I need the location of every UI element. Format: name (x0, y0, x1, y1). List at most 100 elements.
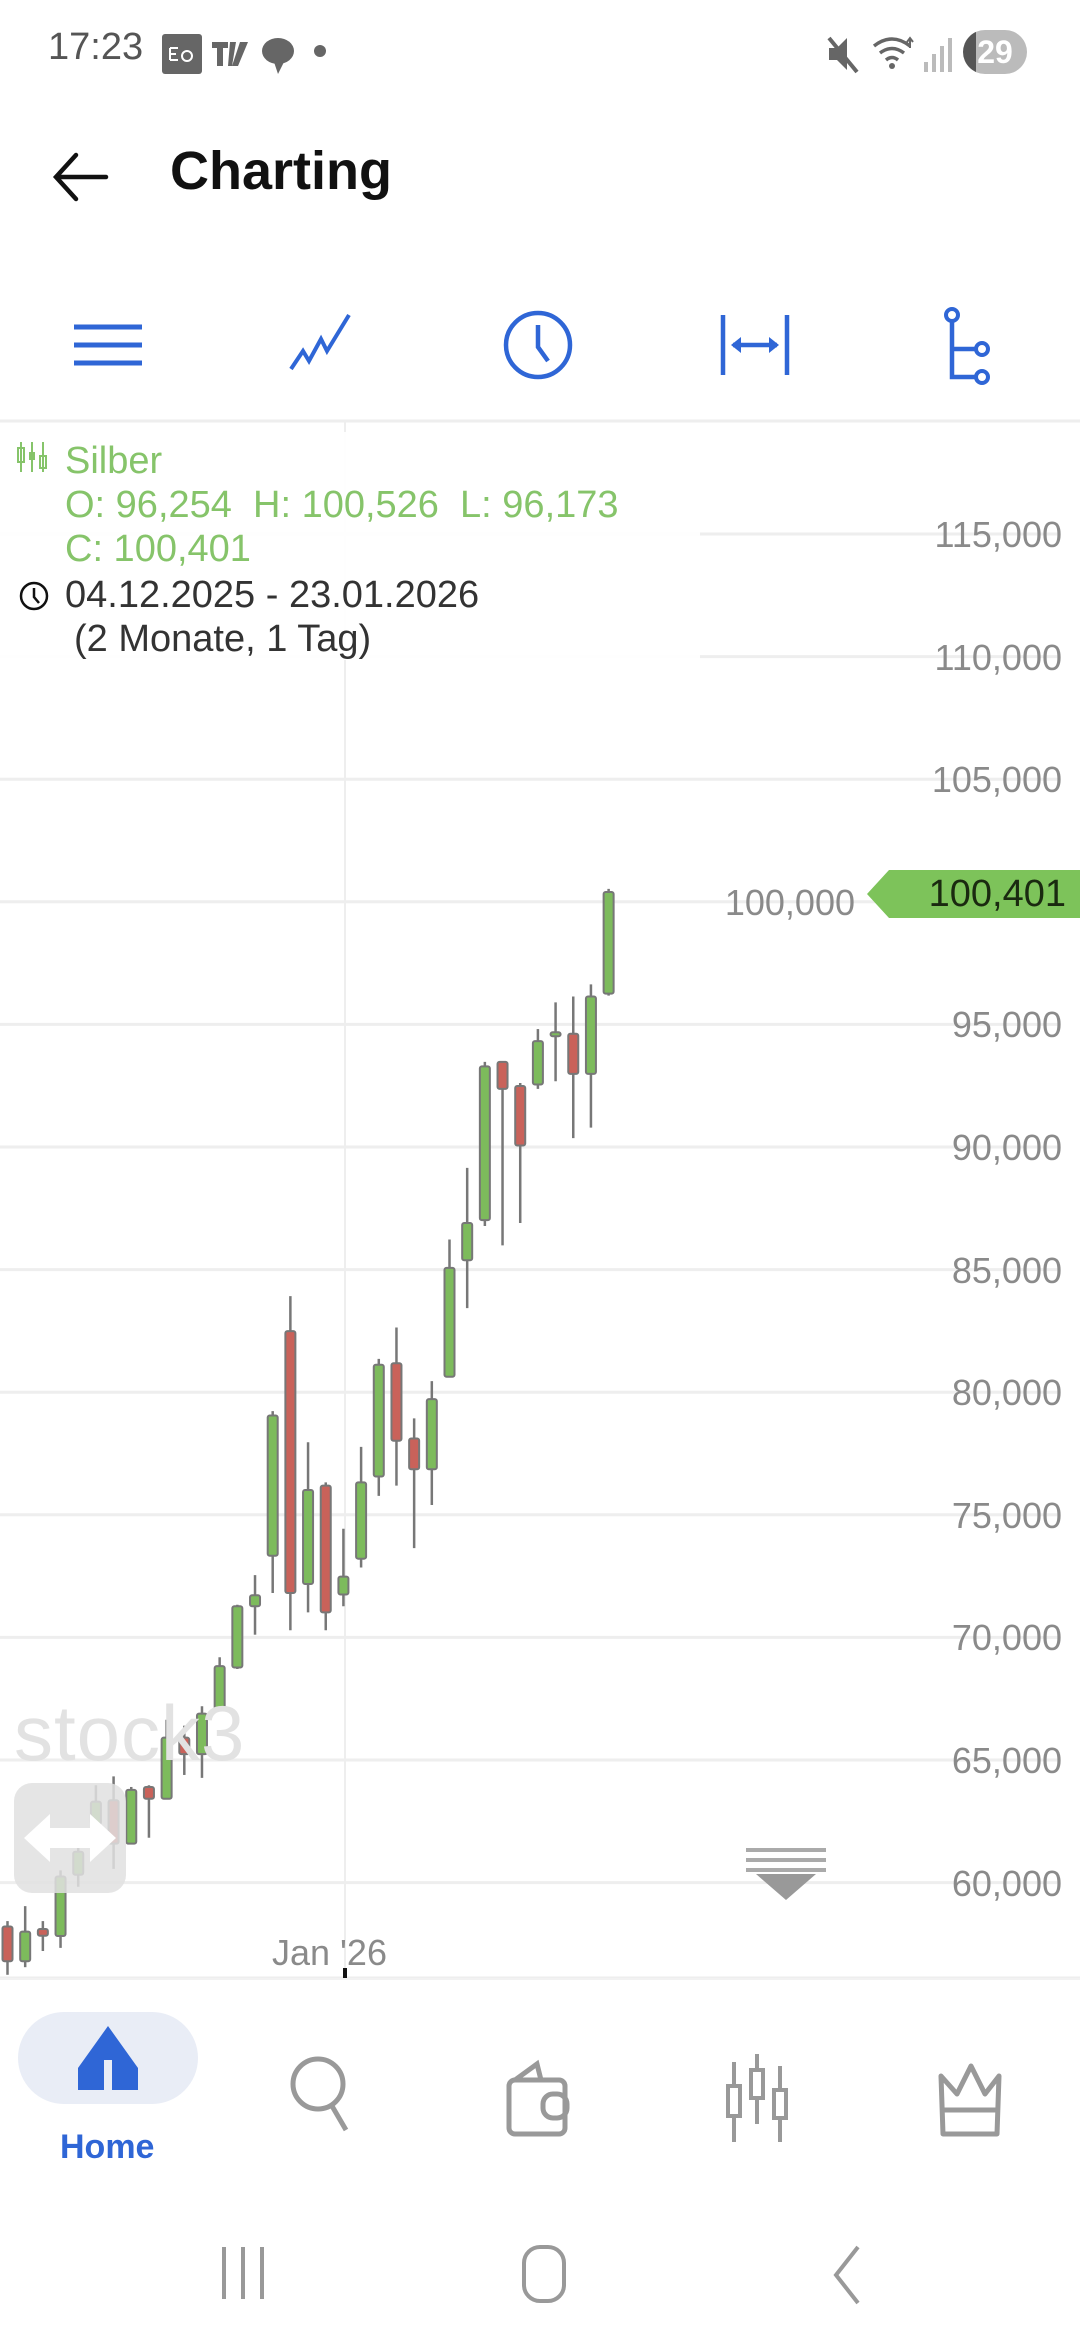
candle[interactable] (249, 1575, 262, 1635)
wallet-icon[interactable] (505, 2058, 575, 2138)
candles-icon[interactable] (722, 2052, 792, 2142)
candle[interactable] (567, 996, 580, 1139)
dot-icon (314, 45, 326, 57)
candle[interactable] (390, 1327, 403, 1486)
candle-body (160, 1736, 173, 1800)
candle[interactable] (142, 1785, 155, 1838)
candle-body (142, 1785, 155, 1800)
candle[interactable] (478, 1061, 491, 1226)
candle[interactable] (125, 1786, 138, 1845)
y-tick-label: 75,000 (951, 1494, 1062, 1536)
y-tick-label: 90,000 (951, 1127, 1062, 1168)
home-circle-icon[interactable] (520, 2245, 570, 2305)
x-axis-label: Jan '26 (272, 1932, 387, 1973)
candle[interactable] (496, 1060, 509, 1246)
nav-home[interactable] (18, 2012, 198, 2104)
x-tick-mark (343, 1968, 347, 1978)
candle[interactable] (178, 1725, 191, 1775)
battery-indicator: 29 (963, 30, 1027, 74)
grid (0, 532, 1060, 1885)
candle-body (125, 1788, 138, 1845)
collapse-panel-icon[interactable] (744, 1846, 828, 1902)
menu-icon[interactable] (70, 305, 150, 385)
candle-body (195, 1712, 208, 1756)
candle[interactable] (355, 1446, 368, 1568)
candle[interactable] (19, 1906, 32, 1968)
candle-body (408, 1437, 421, 1471)
mute-icon (827, 36, 859, 74)
candle[interactable] (213, 1657, 226, 1711)
tree-icon[interactable] (930, 305, 1010, 385)
candle[interactable] (514, 1083, 527, 1224)
signal-icon (924, 38, 952, 72)
candle-body (602, 890, 615, 995)
candle[interactable] (443, 1239, 456, 1378)
candle[interactable] (1, 1921, 14, 1975)
candle-body (1, 1925, 14, 1963)
ebay-icon (162, 34, 202, 74)
candle-body (302, 1489, 315, 1585)
candle-body (231, 1605, 244, 1669)
candle[interactable] (231, 1604, 244, 1670)
close-value: C: 100,401 (65, 528, 251, 570)
y-tick-label: 105,000 (931, 759, 1062, 801)
candle[interactable] (461, 1167, 474, 1309)
candle[interactable] (319, 1482, 332, 1631)
candle-body (443, 1266, 456, 1378)
duration: (2 Monate, 1 Tag) (74, 618, 372, 660)
candle[interactable] (549, 1002, 562, 1082)
scroll-chart-button[interactable] (14, 1783, 126, 1893)
candle-body (19, 1930, 32, 1963)
candle[interactable] (266, 1411, 279, 1594)
candle-body (319, 1484, 332, 1614)
candle[interactable] (195, 1706, 208, 1778)
crown-icon[interactable] (935, 2058, 1005, 2138)
candle-body (425, 1398, 438, 1471)
candle-body (531, 1040, 544, 1086)
candle[interactable] (408, 1418, 421, 1549)
candle[interactable] (302, 1442, 315, 1613)
home-icon (78, 2026, 138, 2090)
ohlc-values: O: 96,254 H: 100,526 L: 96,173 (65, 484, 619, 526)
y-tick-label: 100,000 (724, 881, 855, 923)
date-range: 04.12.2025 - 23.01.2026 (65, 574, 480, 616)
candle-body (372, 1363, 385, 1478)
back-arrow-icon[interactable] (48, 145, 112, 209)
candle[interactable] (160, 1719, 173, 1800)
candle[interactable] (531, 1029, 544, 1089)
wifi-icon (872, 36, 914, 69)
candle[interactable] (602, 888, 615, 996)
chat-icon (262, 38, 294, 74)
indicator-icon[interactable] (285, 305, 365, 385)
y-tick-label: 65,000 (951, 1740, 1062, 1781)
candle-body (178, 1736, 191, 1756)
recents-icon[interactable] (218, 2245, 268, 2301)
candle-body (337, 1575, 350, 1596)
candle-body (584, 995, 597, 1075)
candle-body (284, 1330, 297, 1595)
candle-body (390, 1362, 403, 1442)
last-price-label: 100,401 (928, 873, 1066, 915)
tradingview-icon (212, 42, 248, 66)
range-icon[interactable] (715, 305, 795, 385)
search-icon[interactable] (288, 2052, 358, 2132)
y-tick-label: 110,000 (934, 636, 1062, 678)
candle-body (266, 1414, 279, 1557)
candle-body (36, 1927, 49, 1937)
candle[interactable] (425, 1381, 438, 1505)
clock-icon[interactable] (498, 305, 578, 385)
candle[interactable] (36, 1921, 49, 1952)
candle[interactable] (584, 984, 597, 1128)
candle-body (355, 1481, 368, 1560)
candle-body (213, 1665, 226, 1711)
instrument-name: Silber (65, 440, 163, 482)
candle[interactable] (372, 1358, 385, 1496)
back-chevron-icon[interactable] (830, 2245, 870, 2305)
candles (1, 888, 615, 1975)
candle[interactable] (337, 1528, 350, 1607)
legend-panel: Silber O: 96,254 H: 100,526 L: 96,173 C:… (0, 432, 700, 660)
candle[interactable] (284, 1296, 297, 1631)
y-tick-label: 115,000 (934, 514, 1062, 555)
nav-home-label[interactable]: Home (60, 2128, 155, 2166)
candle-body (549, 1031, 562, 1038)
